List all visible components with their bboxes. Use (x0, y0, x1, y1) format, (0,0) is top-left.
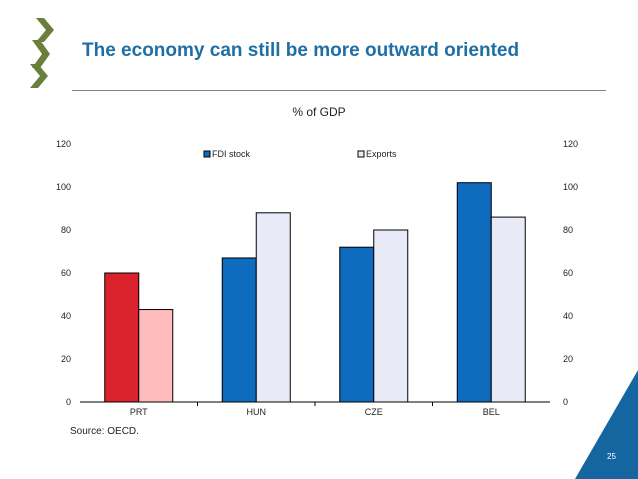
y-tick-label: 60 (61, 268, 71, 278)
secondary-y-tick-label: 120 (563, 139, 578, 149)
secondary-y-tick-label: 80 (563, 225, 573, 235)
bar-fdi-stock-bel (456, 182, 492, 403)
legend-swatch-1 (357, 150, 365, 158)
chart-bars (104, 182, 526, 403)
secondary-y-tick-label: 100 (563, 182, 578, 192)
chart-axes: 0 20 40 60 80 100 120 0 20 40 60 80 100 120 PRT HUN CZE B… (56, 139, 578, 417)
title-divider (72, 90, 606, 91)
x-tick-label: PRT (130, 407, 148, 417)
secondary-y-tick-label: 0 (563, 397, 568, 407)
chart-title: % of GDP (292, 105, 346, 119)
legend-label: Exports (366, 149, 397, 159)
page-number: 25 (607, 452, 616, 461)
oecd-logo (30, 18, 54, 88)
slide-title: The economy can still be more outward or… (82, 40, 520, 61)
y-tick-label: 100 (56, 182, 71, 192)
secondary-y-tick-label: 60 (563, 268, 573, 278)
x-tick-label: CZE (365, 407, 383, 417)
bar-fdi-stock-cze (339, 246, 375, 403)
bar-exports-hun (255, 212, 291, 403)
bar-exports-bel (490, 216, 526, 403)
y-tick-label: 0 (66, 397, 71, 407)
logo-chevron-3 (30, 64, 48, 88)
chart-legend: FDI stock Exports (203, 149, 397, 159)
legend-swatch-0 (203, 150, 211, 158)
legend-label: FDI stock (212, 149, 251, 159)
logo-chevron-2 (32, 40, 50, 68)
source-note: Source: OECD. (70, 426, 139, 437)
x-tick-label: HUN (247, 407, 267, 417)
y-tick-label: 40 (61, 311, 71, 321)
bar-exports-cze (373, 229, 409, 403)
secondary-y-tick-label: 40 (563, 311, 573, 321)
y-tick-label: 80 (61, 225, 71, 235)
bar-exports-prt (138, 309, 174, 403)
y-tick-label: 20 (61, 354, 71, 364)
y-tick-label: 120 (56, 139, 71, 149)
logo-chevron-1 (36, 18, 54, 42)
x-tick-label: BEL (483, 407, 500, 417)
secondary-y-tick-label: 20 (563, 354, 573, 364)
